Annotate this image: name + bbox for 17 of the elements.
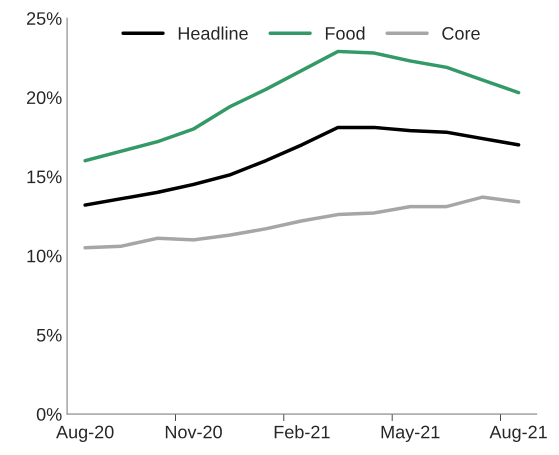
- y-tick-label: 20%: [26, 91, 62, 104]
- x-tick-label: Nov-20: [166, 426, 222, 438]
- y-tick-label: 0%: [36, 408, 62, 421]
- x-tick-label: May-21: [382, 426, 440, 442]
- line-series: [83, 50, 520, 162]
- x-tick-label: Aug-20: [56, 426, 114, 442]
- y-tick-label: 10%: [27, 250, 62, 262]
- line-series: [83, 195, 520, 250]
- legend-label: Core: [442, 27, 480, 40]
- y-tick-label: 15%: [27, 170, 62, 184]
- y-tick-label: 25%: [26, 12, 62, 25]
- x-tick-label: Aug-21: [490, 426, 547, 442]
- y-tick-label: 5%: [36, 328, 62, 342]
- x-tick-label: Feb-21: [274, 425, 330, 438]
- legend-label: Food: [326, 26, 364, 40]
- legend-label: Headline: [178, 26, 248, 40]
- line-series: [83, 126, 520, 207]
